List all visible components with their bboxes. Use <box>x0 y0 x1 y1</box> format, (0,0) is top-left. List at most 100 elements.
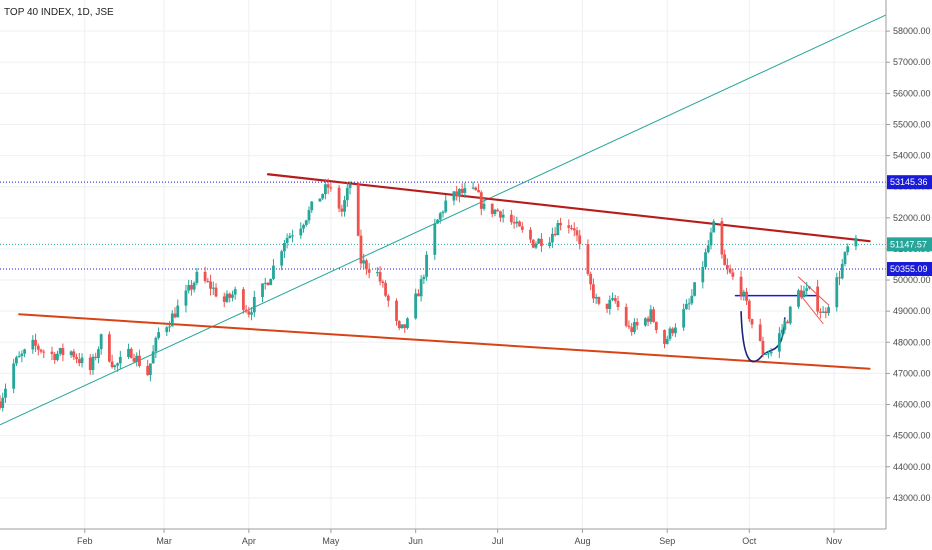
candle-body <box>460 188 464 193</box>
flag-channel-line <box>797 276 830 306</box>
candle-body <box>58 348 62 354</box>
candle-body <box>739 276 743 296</box>
candle-body <box>381 281 385 283</box>
candle-body <box>400 324 404 329</box>
candle-body <box>474 187 478 191</box>
candle-body <box>135 355 139 362</box>
candle-body <box>252 297 256 313</box>
candle-body <box>107 334 111 362</box>
candle-body <box>362 260 366 264</box>
candle-body <box>23 349 27 354</box>
candle-body <box>91 356 95 371</box>
price-tick-label: 48000.00 <box>893 337 931 347</box>
candle-body <box>110 361 114 368</box>
price-tick-label: 55000.00 <box>893 119 931 129</box>
time-tick-label: Mar <box>156 536 172 546</box>
candle-body <box>630 327 634 333</box>
candle-body <box>195 271 199 283</box>
candle-body <box>228 293 232 298</box>
support-trendline <box>18 313 871 370</box>
candle-body <box>384 282 387 296</box>
candle-body <box>75 357 78 360</box>
candle-body <box>589 273 593 285</box>
candle-body <box>441 211 445 214</box>
time-tick-label: Jun <box>408 536 423 546</box>
candle-body <box>553 233 557 236</box>
candle-body <box>690 295 694 304</box>
candle-body <box>674 327 677 334</box>
candle-body <box>627 325 631 328</box>
candle-body <box>343 200 346 212</box>
candle-body <box>643 318 647 326</box>
candle-body <box>88 357 92 371</box>
candle-body <box>329 187 333 189</box>
candle-body <box>395 300 398 321</box>
candle-body <box>668 328 672 339</box>
candle-body <box>340 208 344 212</box>
candle-body <box>840 263 844 279</box>
candle-body <box>209 281 212 289</box>
candle-body <box>838 277 841 279</box>
candle-body <box>17 356 21 358</box>
grid <box>0 0 886 529</box>
candle-body <box>518 221 521 227</box>
candle-body <box>386 295 390 301</box>
candle-body <box>94 356 98 358</box>
candle-body <box>310 201 314 211</box>
candle-body <box>728 268 732 273</box>
candle-body <box>479 192 483 209</box>
candle-body <box>414 293 418 319</box>
candle-body <box>302 224 305 229</box>
annotations <box>0 14 887 426</box>
candle-body <box>138 355 141 366</box>
candle-body <box>534 243 538 248</box>
candle-body <box>818 311 822 313</box>
candle-body <box>50 351 54 354</box>
time-tick-label: Aug <box>574 536 590 546</box>
candle-body <box>520 226 524 230</box>
candle-body <box>594 296 598 299</box>
flag-channel-line <box>797 292 824 325</box>
candle-body <box>531 239 535 248</box>
candle-body <box>458 188 461 197</box>
candle-body <box>416 293 420 297</box>
candle-body <box>299 228 303 236</box>
candle-body <box>146 365 150 376</box>
candle-body <box>723 254 727 266</box>
candle-body <box>725 265 729 269</box>
candle-body <box>570 227 573 229</box>
candle-body <box>786 321 789 324</box>
candle-body <box>203 271 207 281</box>
candle-body <box>280 251 284 266</box>
candle-body <box>406 318 409 329</box>
candle-body <box>149 363 152 376</box>
time-axis[interactable]: Feb Mar Apr May Jun Jul Aug Sep Oct Nov <box>77 529 843 546</box>
candle-body <box>116 363 119 366</box>
candle-body <box>348 184 352 188</box>
price-tick-label: 52000.00 <box>893 213 931 223</box>
candle-body <box>747 300 751 320</box>
candle-body <box>463 188 467 193</box>
candle-body <box>444 200 448 212</box>
candle-body <box>854 237 858 247</box>
candle-body <box>777 333 781 352</box>
candle-body <box>304 220 308 225</box>
candle-body <box>654 321 658 331</box>
candle-body <box>80 357 84 364</box>
candle-body <box>318 198 322 202</box>
candle-body <box>548 242 552 247</box>
candle-body <box>4 388 7 398</box>
candle-body <box>597 296 601 304</box>
candle-body <box>324 184 327 195</box>
candle-body <box>263 282 267 284</box>
candle-body <box>39 349 43 352</box>
candle-body <box>425 254 428 277</box>
candle-body <box>701 267 705 283</box>
candle-body <box>285 238 289 243</box>
candle-body <box>132 358 136 362</box>
candle-body <box>843 252 847 264</box>
candle-body <box>799 290 803 298</box>
candle-body <box>244 309 248 312</box>
price-tick-label: 58000.00 <box>893 26 931 36</box>
